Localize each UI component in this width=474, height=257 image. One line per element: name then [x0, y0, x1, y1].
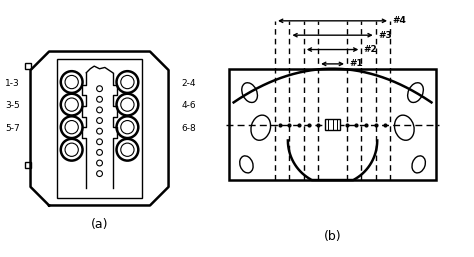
Bar [57, 59, 142, 198]
Polygon shape [30, 51, 169, 206]
Text: 5-7: 5-7 [5, 124, 20, 133]
Bar [229, 69, 436, 180]
Text: 3-5: 3-5 [5, 102, 20, 111]
Text: #2: #2 [364, 45, 377, 54]
Text: 4-6: 4-6 [182, 102, 196, 111]
Text: #1: #1 [349, 59, 363, 68]
Bar [25, 63, 30, 69]
Text: (a): (a) [91, 218, 108, 231]
Text: 1-3: 1-3 [5, 79, 20, 88]
Text: (b): (b) [324, 230, 341, 243]
Bar [325, 119, 340, 130]
Text: 6-8: 6-8 [182, 124, 197, 133]
Text: #4: #4 [392, 16, 406, 25]
Text: #3: #3 [378, 31, 392, 40]
Text: 2-4: 2-4 [182, 79, 196, 88]
Bar [25, 162, 30, 168]
